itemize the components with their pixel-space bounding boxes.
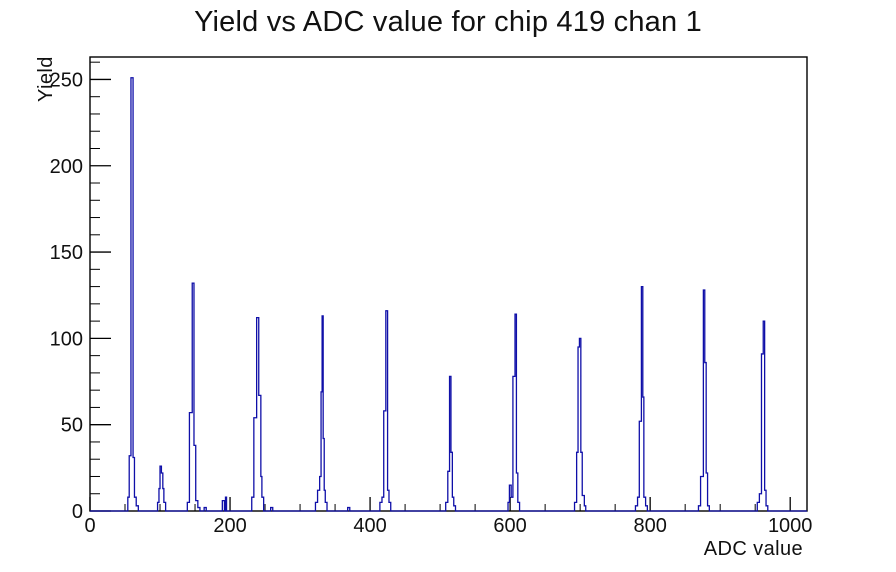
histogram-step-line [90,77,807,512]
y-axis-ticks [90,61,111,512]
x-tick-label: 0 [84,515,95,537]
plot-frame [89,56,808,512]
chart-title: Yield vs ADC value for chip 419 chan 1 [194,6,702,38]
x-tick-label: 400 [353,515,386,537]
x-tick-label: 800 [633,515,666,537]
y-tick-label: 100 [50,328,83,350]
y-tick-label: 0 [72,501,83,523]
x-tick-label: 200 [213,515,246,537]
x-axis-tick-labels: 0 200 400 600 800 1000 [84,515,812,537]
y-tick-label: 250 [50,69,83,91]
y-tick-label: 150 [50,242,83,264]
y-axis-tick-labels: 0 50 100 150 200 250 [50,69,83,523]
y-axis-title: Yield [35,56,57,102]
y-tick-label: 200 [50,156,83,178]
x-axis-title: ADC value [704,538,803,560]
x-axis-ticks [89,497,791,511]
y-tick-label: 50 [61,415,83,437]
x-tick-label: 1000 [768,515,813,537]
x-tick-label: 600 [493,515,526,537]
